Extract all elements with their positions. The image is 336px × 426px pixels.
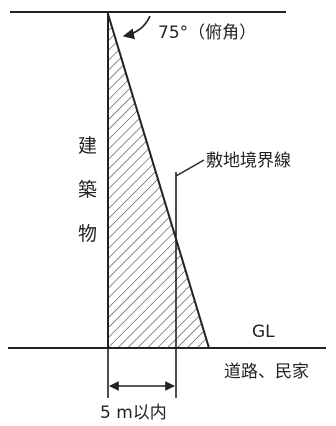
ground-label: GL bbox=[252, 322, 275, 342]
distance-label: 5 m以内 bbox=[100, 403, 167, 423]
angle-line bbox=[107, 13, 210, 349]
building-label-char-1: 建 bbox=[78, 135, 97, 157]
road-label: 道路、民家 bbox=[224, 362, 309, 382]
angle-label: 75°（俯角） bbox=[158, 23, 256, 43]
boundary-leader bbox=[175, 159, 205, 177]
building-label: 建 築 物 bbox=[78, 135, 103, 245]
building-label-char-2: 築 bbox=[78, 179, 97, 201]
boundary-label: 敷地境界線 bbox=[206, 151, 291, 171]
angle-arc bbox=[122, 15, 151, 40]
building-label-char-3: 物 bbox=[78, 223, 97, 245]
